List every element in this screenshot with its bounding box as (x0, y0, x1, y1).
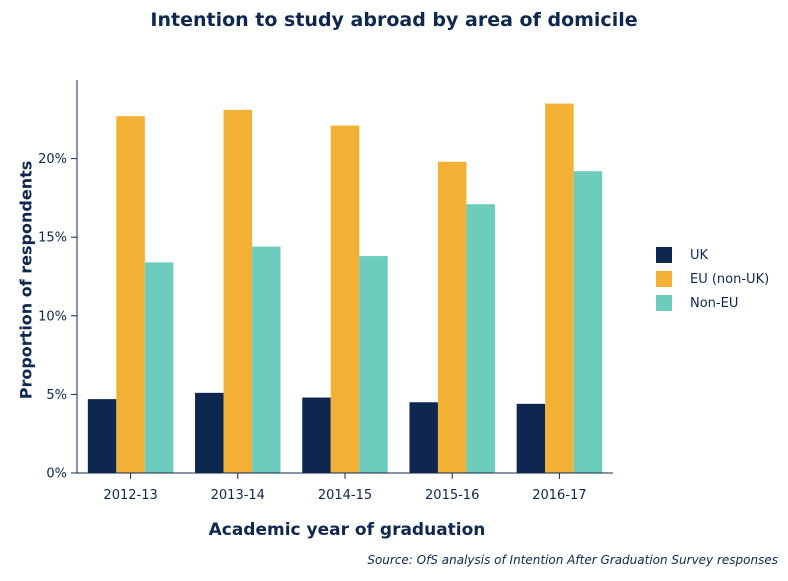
legend-label-uk: UK (690, 247, 709, 263)
bar-uk-2013-14 (195, 392, 224, 473)
bar-non-eu-2016-17 (573, 171, 603, 473)
bar-uk-2016-17 (516, 403, 546, 473)
bar-non-eu-2012-13 (144, 262, 174, 473)
y-tick-label: 0% (46, 467, 67, 482)
y-axis-title: Proportion of respondents (16, 160, 36, 400)
chart-title: Intention to study abroad by area of dom… (150, 9, 638, 31)
x-tick-label: 2016-17 (532, 488, 586, 503)
legend: UK EU (non-UK) Non-EU (656, 243, 769, 315)
legend-item-eu: EU (non-UK) (656, 267, 769, 291)
legend-label-non-eu: Non-EU (690, 295, 739, 311)
bar-uk-2015-16 (409, 402, 438, 473)
bar-uk-2014-15 (302, 397, 331, 473)
bar-uk-2012-13 (87, 399, 117, 473)
x-tick-label: 2012-13 (103, 488, 157, 503)
bar-eu-non-uk-2015-16 (437, 161, 467, 474)
bar-eu-non-uk-2016-17 (545, 103, 574, 473)
legend-label-eu: EU (non-UK) (690, 271, 770, 287)
bar-non-eu-2015-16 (466, 204, 495, 473)
y-tick-label: 15% (38, 231, 67, 246)
legend-item-non-eu: Non-EU (656, 291, 769, 315)
bar-eu-non-uk-2012-13 (116, 116, 145, 473)
bar-eu-non-uk-2013-14 (223, 109, 253, 474)
bar-eu-non-uk-2014-15 (330, 125, 360, 473)
y-tick-label: 5% (46, 388, 67, 403)
legend-swatch-uk (656, 247, 672, 263)
legend-item-uk: UK (656, 243, 769, 267)
legend-swatch-non-eu (656, 295, 672, 311)
bar-non-eu-2013-14 (252, 246, 281, 473)
y-tick-label: 10% (38, 309, 67, 324)
legend-swatch-eu (656, 271, 672, 287)
x-axis-title: Academic year of graduation (208, 520, 486, 540)
y-tick-label: 20% (38, 152, 67, 167)
x-tick-label: 2015-16 (425, 488, 479, 503)
x-tick-label: 2014-15 (318, 488, 372, 503)
source-note: Source: OfS analysis of Intention After … (367, 553, 778, 567)
bar-non-eu-2014-15 (359, 256, 388, 473)
x-tick-label: 2013-14 (211, 488, 265, 503)
